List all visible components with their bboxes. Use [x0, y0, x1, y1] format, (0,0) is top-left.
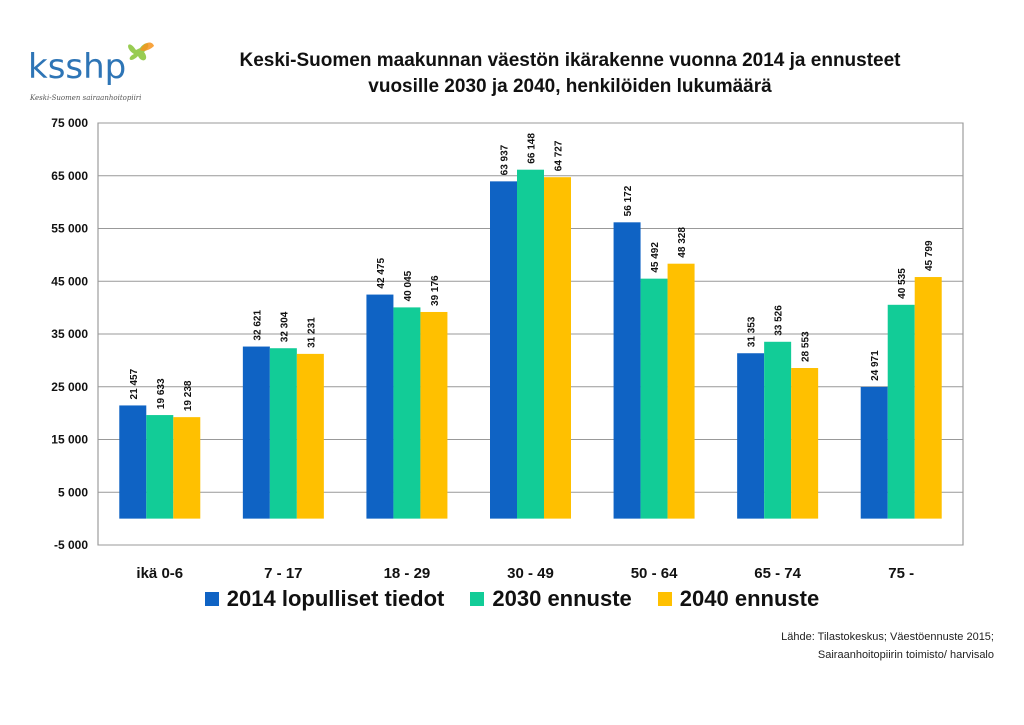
data-label: 48 328: [677, 227, 688, 258]
data-label: 21 457: [129, 368, 140, 399]
bar: [269, 348, 297, 519]
bar: [296, 353, 324, 519]
bar: [173, 417, 201, 519]
data-label: 33 526: [774, 305, 785, 336]
bar: [146, 415, 174, 519]
bar: [393, 307, 421, 519]
data-label: 32 304: [279, 311, 290, 342]
y-tick-label: 65 000: [51, 169, 88, 183]
bar: [242, 346, 270, 519]
data-label: 45 492: [650, 242, 661, 273]
bar: [887, 304, 915, 519]
y-tick-label: 55 000: [51, 222, 88, 236]
y-tick-label: 25 000: [51, 380, 88, 394]
data-label: 56 172: [623, 185, 634, 216]
data-label: 40 535: [897, 268, 908, 299]
bar: [544, 177, 571, 519]
chart-legend: 2014 lopulliset tiedot 2030 ennuste 2040 e…: [0, 586, 1024, 612]
data-label: 39 176: [430, 275, 441, 306]
bar: [640, 278, 668, 519]
legend-label: 2014 lopulliset tiedot: [226, 586, 445, 611]
data-label: 45 799: [924, 240, 935, 271]
source-note: Lähde: Tilastokeskus; Väestöennuste 2015…: [781, 628, 994, 664]
legend-item: 2030 ennuste: [470, 586, 632, 612]
chart-title: Keski-Suomen maakunnan väestön ikärakenn…: [190, 48, 950, 100]
x-tick-label: 18 - 29: [384, 565, 431, 582]
data-label: 28 553: [801, 331, 812, 362]
bar: [737, 353, 765, 519]
bar: [914, 277, 942, 519]
data-label: 32 621: [252, 310, 263, 341]
data-label: 31 231: [306, 317, 317, 348]
chart-title-line2: vuosille 2030 ja 2040, henkilöiden lukum…: [368, 76, 772, 97]
x-tick-label: ikä 0-6: [136, 565, 183, 582]
legend-swatch: [657, 592, 672, 606]
chart-title-line1: Keski-Suomen maakunnan väestön ikärakenn…: [239, 50, 901, 71]
data-label: 63 937: [500, 144, 511, 175]
x-tick-label: 65 - 74: [754, 565, 801, 582]
bar: [420, 311, 448, 519]
data-label: 31 353: [747, 316, 758, 347]
data-label: 42 475: [376, 258, 387, 289]
data-label: 24 971: [870, 350, 881, 381]
legend-label: 2040 ennuste: [679, 586, 820, 611]
data-label: 66 148: [527, 133, 538, 164]
logo-tagline: Keski-Suomen sairaanhoitopiiri: [29, 94, 141, 102]
legend-label: 2030 ennuste: [492, 586, 632, 611]
bar: [613, 222, 641, 519]
bar: [860, 386, 888, 519]
y-tick-label: -5 000: [54, 538, 88, 552]
y-tick-label: 15 000: [51, 433, 88, 447]
data-label: 19 633: [156, 378, 167, 409]
data-label: 64 727: [554, 140, 565, 171]
bar: [366, 294, 394, 519]
y-tick-label: 45 000: [51, 274, 88, 288]
x-tick-label: 50 - 64: [631, 565, 678, 582]
bar: [764, 341, 792, 519]
legend-swatch: [470, 592, 485, 606]
bar: [791, 368, 819, 519]
data-label: 19 238: [183, 380, 194, 411]
y-tick-label: 35 000: [51, 327, 88, 341]
source-line-2: Sairaanhoitopiirin toimisto/ harvisalo: [817, 649, 994, 661]
bar: [517, 169, 544, 519]
source-line-1: Lähde: Tilastokeskus; Väestöennuste 2015…: [781, 631, 994, 643]
x-tick-label: 30 - 49: [507, 565, 554, 582]
x-tick-label: 75 -: [888, 565, 914, 582]
logo-text: ksshp: [28, 47, 126, 87]
bar: [119, 405, 147, 519]
bar: [490, 181, 517, 519]
y-tick-label: 75 000: [51, 116, 88, 130]
data-label: 40 045: [403, 270, 414, 301]
x-tick-label: 7 - 17: [264, 565, 302, 582]
legend-item: 2014 lopulliset tiedot: [204, 586, 445, 612]
y-tick-label: 5 000: [58, 485, 88, 499]
ksshp-logo: ksshp Keski-Suomen sairaanhoitopiiri: [28, 36, 178, 106]
legend-item: 2040 ennuste: [657, 586, 820, 612]
legend-swatch: [204, 592, 219, 606]
bar: [667, 263, 695, 519]
